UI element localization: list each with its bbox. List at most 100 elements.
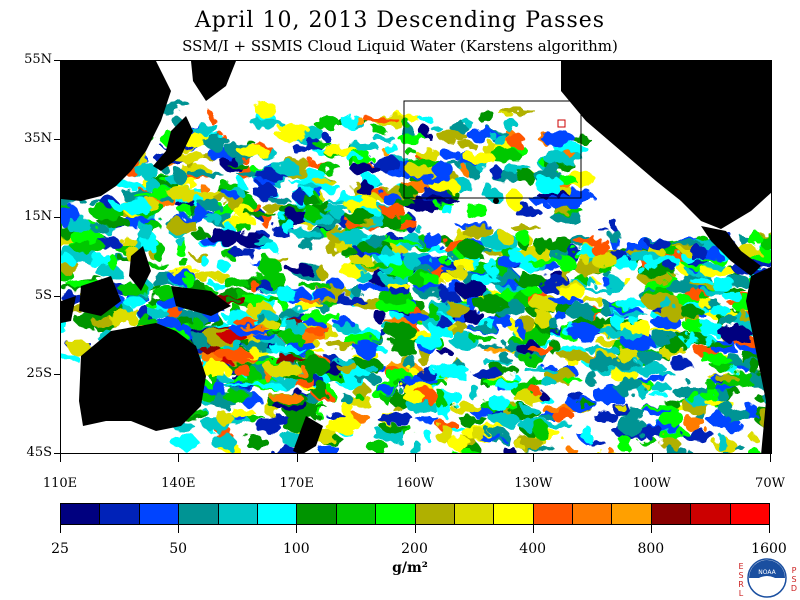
cloud-cell (637, 350, 663, 363)
colorbar (60, 503, 770, 525)
cloud-cell (352, 150, 373, 167)
cloud-cell (61, 319, 69, 334)
cloud-cell (719, 398, 731, 415)
cloud-cell (426, 197, 459, 204)
colorbar-swatch (414, 504, 454, 524)
cloud-cell (479, 235, 497, 246)
cloud-cell (418, 116, 433, 121)
cloud-cell (540, 378, 557, 387)
cloud-cell (725, 452, 731, 453)
cloud-cell (334, 296, 366, 306)
cloud-cell (492, 131, 506, 145)
cloud-cell (313, 380, 328, 398)
cloud-cell (327, 341, 358, 350)
cloud-cell (515, 230, 532, 243)
cloud-cell (282, 418, 307, 433)
cloud-cell (402, 232, 419, 241)
cloud-cell (471, 274, 498, 284)
cloud-cell (297, 281, 330, 288)
cloud-cell (548, 317, 558, 330)
cloud-cell (166, 217, 198, 235)
colorbar-swatch (296, 504, 336, 524)
longitude-label: 100W (632, 476, 671, 491)
cloud-cell (193, 126, 212, 137)
cloud-cell (431, 126, 443, 133)
cloud-cell (253, 420, 280, 432)
cloud-cell (289, 228, 320, 238)
cloud-cell (202, 361, 230, 379)
cloud-cell (534, 237, 547, 255)
cloud-cell (668, 358, 692, 369)
cloud-cell (539, 392, 548, 402)
cloud-cell (216, 410, 233, 425)
cloud-cell (322, 145, 358, 156)
cloud-cell (466, 165, 479, 179)
cloud-cell (417, 335, 442, 350)
cloud-cell (354, 271, 372, 283)
cloud-cell (146, 303, 157, 310)
cloud-cell (318, 444, 340, 453)
cloud-cell (528, 333, 538, 340)
cloud-cell (591, 252, 618, 269)
cloud-cell (371, 125, 386, 134)
colorbar-tick-label: 25 (51, 541, 69, 557)
cloud-cell (61, 255, 76, 266)
indonesia-landmass (61, 296, 76, 323)
cloud-cell (270, 344, 296, 355)
cloud-cell (716, 314, 738, 325)
cloud-cell (628, 313, 638, 325)
cloud-cell (470, 324, 495, 332)
cloud-cell (515, 273, 546, 288)
cloud-cell (346, 412, 356, 430)
cloud-cell (568, 447, 578, 453)
cloud-cell (241, 326, 269, 331)
cloud-cell (552, 208, 572, 214)
cloud-cell (416, 416, 441, 424)
cloud-cell (610, 227, 619, 245)
cloud-cell (546, 162, 561, 179)
cloud-cell (291, 188, 307, 203)
cloud-cell (108, 255, 118, 270)
cloud-cell (374, 385, 396, 392)
cloud-cell (416, 149, 441, 160)
cloud-cell (747, 232, 763, 247)
cloud-cell (550, 339, 561, 356)
cloud-cell (380, 193, 401, 204)
cloud-cell (448, 323, 458, 333)
cloud-cell (565, 303, 597, 320)
cloud-cell (417, 367, 432, 381)
cloud-cell (373, 268, 385, 287)
cloud-cell (515, 319, 525, 337)
cloud-cell (191, 332, 208, 349)
cloud-cell (406, 313, 430, 323)
colorbar-swatch (178, 504, 218, 524)
cloud-cell (164, 100, 189, 107)
cloud-cell (646, 238, 671, 250)
cloud-cell (598, 266, 614, 274)
cloud-cell (91, 224, 108, 233)
cloud-cell (679, 304, 704, 319)
colorbar-tick-label: 100 (282, 541, 310, 557)
cloud-cell (332, 210, 346, 219)
new-zealand-landmass (293, 416, 323, 453)
cloud-cell (595, 453, 623, 454)
cloud-cell (214, 347, 250, 360)
cloud-cell (228, 247, 257, 258)
cloud-cell (521, 406, 539, 415)
cloud-cell (479, 107, 493, 125)
colorbar-swatch (729, 504, 770, 524)
cloud-cell (455, 177, 471, 194)
cloud-cell (91, 315, 113, 329)
cloud-cell (87, 197, 101, 206)
cloud-cell (295, 302, 323, 309)
cloud-cell (700, 266, 736, 277)
cloud-cell (451, 450, 482, 453)
cloud-cell (303, 192, 317, 208)
borneo-landmass (79, 276, 121, 316)
cloud-cell (601, 279, 613, 287)
cloud-cell (236, 145, 269, 156)
cloud-cell (345, 209, 374, 223)
cloud-cell (380, 265, 393, 273)
